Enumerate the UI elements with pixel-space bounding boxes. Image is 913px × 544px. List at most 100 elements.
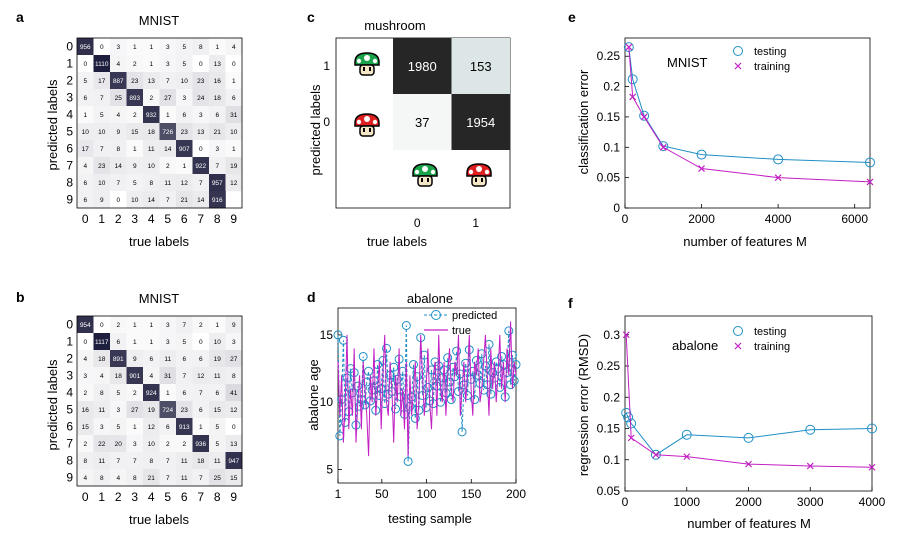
matrix-cell-value: 3 <box>166 339 170 346</box>
x-tick-label: 8 <box>214 212 221 226</box>
matrix-cell <box>110 401 127 419</box>
matrix-cell-value: 8 <box>199 44 203 51</box>
matrix-cell-value: 19 <box>214 356 222 363</box>
y-tick-label: 0.1 <box>603 140 620 154</box>
panel-a-ylabel: predicted labels <box>45 79 60 171</box>
matrix-cell-value: 5 <box>116 390 120 397</box>
y-tick-label: 0.25 <box>597 359 621 373</box>
matrix-cell-value: 4 <box>149 373 153 380</box>
matrix-cell-value: 2 <box>83 390 87 397</box>
matrix-cell-value: 4 <box>100 373 104 380</box>
matrix-cell <box>77 89 94 107</box>
matrix-cell <box>93 350 111 368</box>
matrix-cell-value: 11 <box>98 407 105 414</box>
data-point-training <box>629 93 637 101</box>
matrix-cell <box>192 157 210 175</box>
data-point-testing <box>627 74 638 85</box>
y-tick-label: 5 <box>66 403 73 417</box>
matrix-cell-value: 1 <box>149 61 153 68</box>
matrix-cell-value: 11 <box>214 458 221 465</box>
matrix-cell-value: 2 <box>116 322 120 329</box>
matrix-cell <box>451 38 510 94</box>
matrix-cell <box>126 157 144 175</box>
matrix-cell-value: 15 <box>131 129 139 136</box>
y-tick-label: 1 <box>66 57 73 71</box>
matrix-cell <box>126 106 144 124</box>
matrix-cell <box>93 123 111 141</box>
matrix-cell <box>143 140 160 158</box>
matrix-cell <box>176 452 193 470</box>
panel-letter-b: b <box>16 289 25 305</box>
matrix-cell <box>225 435 243 453</box>
matrix-cell <box>126 174 144 192</box>
matrix-cell-value: 887 <box>113 78 124 85</box>
panel-c-ylabel: predicted labels <box>308 84 323 176</box>
matrix-cell-value: 153 <box>470 59 492 74</box>
matrix-cell <box>159 123 177 141</box>
matrix-cell <box>192 191 210 209</box>
matrix-cell-value: 4 <box>116 112 120 119</box>
matrix-cell <box>192 469 210 487</box>
data-point-predicted <box>509 376 519 386</box>
matrix-cell-value: 23 <box>181 129 189 136</box>
matrix-cell <box>225 38 243 56</box>
plot-frame <box>337 307 517 484</box>
panel-b: b MNIST 954 0 2 1 1 3 7 2 1 90 1117 6 1 1 3 5 0 10 34 18 891… <box>16 289 243 527</box>
data-point-predicted <box>401 321 411 330</box>
matrix-cell <box>192 401 210 419</box>
matrix-cell-value: 9 <box>232 322 236 329</box>
matrix-cell-value: 1 <box>133 424 137 431</box>
matrix-cell-value: 0 <box>199 61 203 68</box>
panel-f-annotation: abalone <box>672 338 718 353</box>
matrix-cell <box>225 367 243 385</box>
matrix-cell-value: 1 <box>199 424 203 431</box>
matrix-cell-value: 3 <box>100 424 104 431</box>
data-point-predicted <box>486 389 496 399</box>
matrix-cell <box>159 157 177 175</box>
data-point-predicted <box>410 413 420 423</box>
matrix-cell <box>192 55 210 73</box>
matrix-cell-value: 25 <box>214 475 222 482</box>
y-tick-label: 6 <box>66 420 73 434</box>
matrix-cell <box>176 38 193 56</box>
matrix-cell <box>110 89 127 107</box>
matrix-cell <box>209 316 226 334</box>
matrix-cell <box>93 418 111 436</box>
data-point-training <box>625 43 633 51</box>
matrix-cell-value: 6 <box>232 95 236 102</box>
y-tick-label: 0.25 <box>597 49 621 63</box>
matrix-cell <box>159 350 177 368</box>
matrix-cell <box>159 140 177 158</box>
matrix-cell-value: 3 <box>232 339 236 346</box>
matrix-cell <box>209 435 226 453</box>
matrix-cell-value: 13 <box>197 129 205 136</box>
matrix-cell-value: 5 <box>100 112 104 119</box>
matrix-cell <box>126 72 144 90</box>
matrix-cell-value: 2 <box>133 390 137 397</box>
matrix-cell <box>77 384 94 402</box>
matrix-cell <box>143 174 160 192</box>
matrix-cell-value: 2 <box>166 441 170 448</box>
matrix-cell-value: 23 <box>98 163 106 170</box>
matrix-cell <box>93 55 111 73</box>
matrix-cell <box>225 452 243 470</box>
matrix-cell <box>192 174 210 192</box>
x-tick-label: 4000 <box>859 495 886 509</box>
x-tick-label: 2000 <box>735 495 762 509</box>
y-tick-label: 3 <box>66 369 73 383</box>
matrix-cell-value: 41 <box>230 390 238 397</box>
matrix-cell-value: 726 <box>162 129 173 136</box>
data-point-training <box>774 174 782 182</box>
data-point-predicted <box>507 350 517 360</box>
matrix-cell-value: 16 <box>82 407 90 414</box>
series-line-testing <box>628 47 871 163</box>
panel-b-ylabel: predicted labels <box>45 359 60 451</box>
matrix-cell-value: 7 <box>199 180 203 187</box>
y-tick-label: 0.2 <box>603 80 620 94</box>
matrix-cell-value: 8 <box>116 146 120 153</box>
matrix-cell-value: 7 <box>100 146 104 153</box>
matrix-cell <box>77 174 94 192</box>
matrix-cell <box>126 469 144 487</box>
data-point-training <box>698 165 705 172</box>
matrix-cell-value: 1 <box>232 146 236 153</box>
